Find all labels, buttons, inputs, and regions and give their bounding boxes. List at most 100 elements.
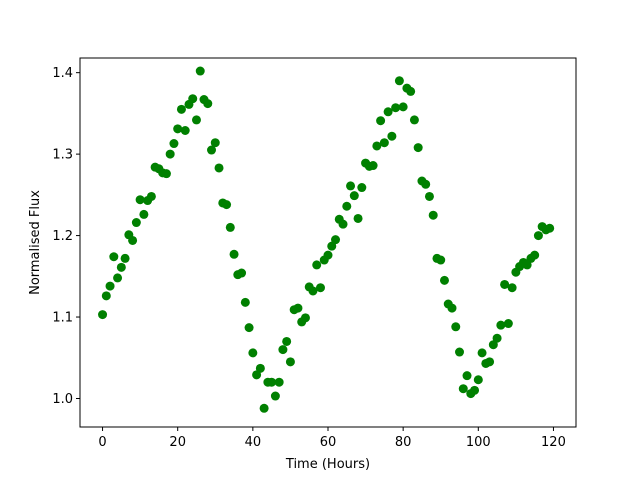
data-point bbox=[255, 363, 265, 373]
data-point bbox=[488, 340, 498, 350]
data-point bbox=[259, 403, 269, 413]
data-point bbox=[120, 253, 130, 263]
data-point bbox=[413, 143, 423, 153]
data-point bbox=[503, 319, 513, 329]
data-point bbox=[545, 223, 555, 233]
data-point bbox=[421, 179, 431, 189]
data-point bbox=[383, 107, 393, 117]
data-point bbox=[323, 250, 333, 260]
data-point bbox=[391, 103, 401, 113]
data-point bbox=[195, 66, 205, 76]
data-point bbox=[240, 297, 250, 307]
data-point bbox=[357, 183, 367, 193]
data-point bbox=[203, 99, 213, 109]
data-point bbox=[191, 115, 201, 125]
data-point bbox=[477, 348, 487, 358]
data-point bbox=[496, 320, 506, 330]
data-point bbox=[146, 191, 156, 201]
x-tick-label: 40 bbox=[245, 435, 262, 450]
data-point bbox=[346, 181, 356, 191]
data-point bbox=[188, 94, 198, 104]
data-point bbox=[207, 145, 217, 155]
data-point bbox=[436, 255, 446, 265]
data-point bbox=[500, 279, 510, 289]
y-tick-label: 1.2 bbox=[52, 229, 73, 244]
data-point bbox=[342, 201, 352, 211]
data-point bbox=[176, 104, 186, 114]
data-point bbox=[387, 131, 397, 141]
data-point bbox=[485, 357, 495, 367]
data-point bbox=[338, 219, 348, 229]
data-point bbox=[222, 200, 232, 210]
data-point bbox=[113, 273, 123, 283]
data-point bbox=[507, 283, 517, 293]
data-point bbox=[214, 163, 224, 173]
data-point bbox=[455, 347, 465, 357]
data-point bbox=[165, 149, 175, 159]
data-point bbox=[372, 141, 382, 151]
y-axis-label: Normalised Flux bbox=[28, 190, 43, 295]
data-point bbox=[470, 385, 480, 395]
data-point bbox=[267, 377, 277, 387]
x-tick-label: 120 bbox=[541, 435, 566, 450]
data-point bbox=[274, 377, 284, 387]
data-point bbox=[278, 345, 288, 355]
x-tick-label: 0 bbox=[98, 435, 106, 450]
data-point bbox=[530, 250, 540, 260]
data-point bbox=[462, 371, 472, 381]
data-point bbox=[101, 291, 111, 301]
data-point bbox=[131, 218, 141, 228]
data-point bbox=[376, 116, 386, 126]
data-point bbox=[244, 323, 254, 333]
data-point bbox=[225, 222, 235, 232]
data-point bbox=[447, 303, 457, 313]
data-point bbox=[169, 139, 179, 149]
x-tick-label: 20 bbox=[169, 435, 186, 450]
data-point bbox=[180, 125, 190, 135]
x-axis-ticks: 0 20 40 60 80 100 120 bbox=[98, 427, 566, 450]
data-points bbox=[98, 66, 555, 413]
data-point bbox=[473, 375, 483, 385]
data-point bbox=[282, 336, 292, 346]
data-point bbox=[492, 333, 502, 343]
data-point bbox=[161, 169, 171, 179]
y-tick-label: 1.1 bbox=[52, 311, 73, 326]
data-point bbox=[98, 310, 108, 320]
data-point bbox=[533, 231, 543, 241]
data-point bbox=[406, 86, 416, 96]
data-point bbox=[105, 281, 115, 291]
data-point bbox=[331, 235, 341, 245]
x-tick-label: 60 bbox=[320, 435, 337, 450]
data-point bbox=[270, 391, 280, 401]
data-point bbox=[139, 209, 149, 219]
y-axis-ticks: 1.0 1.1 1.2 1.3 1.4 bbox=[52, 66, 80, 407]
x-axis-label: Time (Hours) bbox=[285, 457, 370, 472]
data-point bbox=[394, 76, 404, 86]
data-point bbox=[229, 249, 239, 259]
data-point bbox=[315, 283, 325, 293]
data-point bbox=[285, 357, 295, 367]
x-tick-label: 100 bbox=[466, 435, 491, 450]
data-point bbox=[379, 138, 389, 148]
data-point bbox=[327, 241, 337, 251]
data-point bbox=[135, 195, 145, 205]
data-point bbox=[210, 138, 220, 148]
y-tick-label: 1.0 bbox=[52, 392, 73, 407]
data-point bbox=[300, 313, 310, 323]
data-point bbox=[109, 252, 119, 262]
data-point bbox=[173, 124, 183, 134]
data-point bbox=[293, 303, 303, 313]
data-point bbox=[409, 115, 419, 125]
data-point bbox=[398, 102, 408, 112]
data-point bbox=[312, 260, 322, 270]
data-point bbox=[368, 161, 378, 171]
data-point bbox=[424, 191, 434, 201]
data-point bbox=[237, 268, 247, 278]
data-point bbox=[349, 191, 359, 201]
data-point bbox=[128, 235, 138, 245]
data-point bbox=[116, 262, 126, 272]
data-point bbox=[308, 286, 318, 296]
data-point bbox=[428, 210, 438, 220]
